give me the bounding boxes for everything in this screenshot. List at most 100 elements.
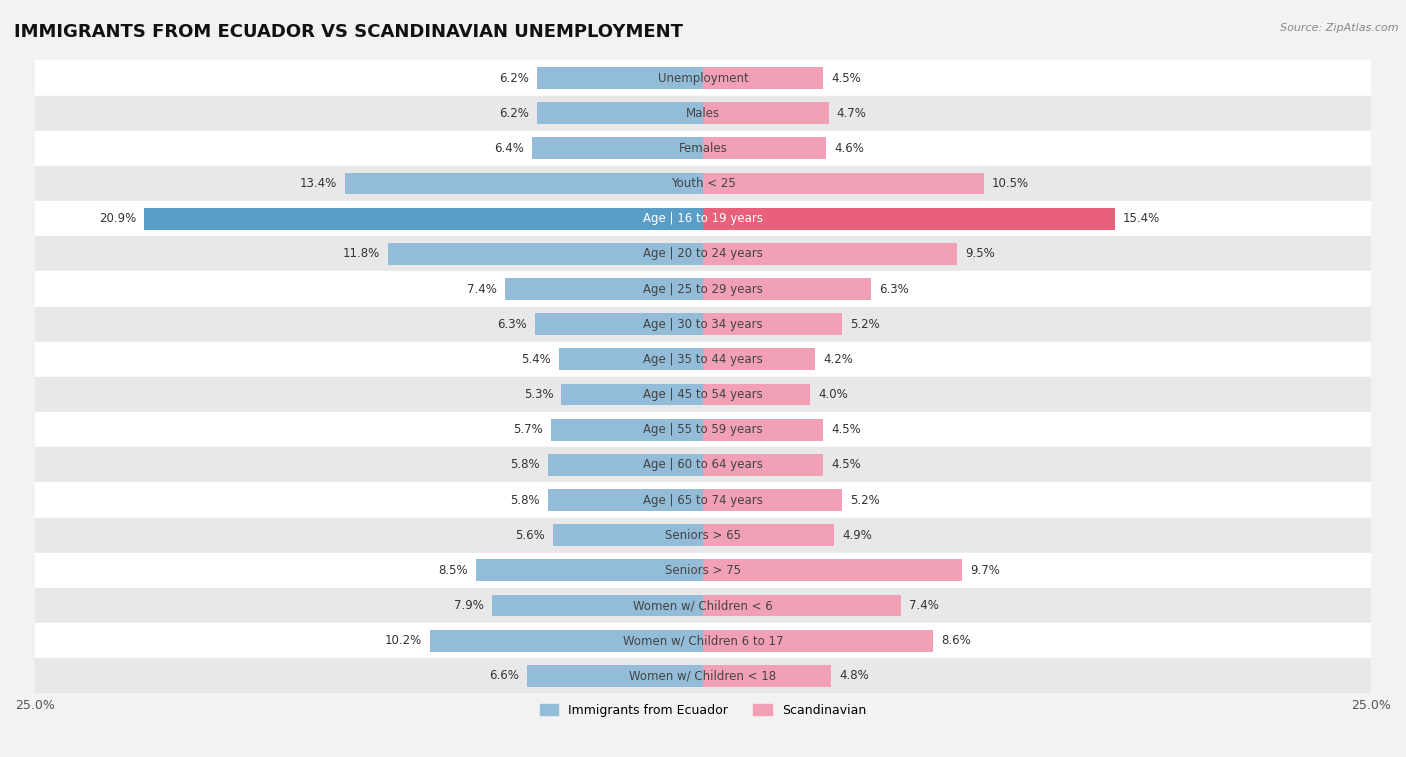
Bar (703, 243, 957, 265)
Bar (703, 419, 824, 441)
Text: 7.9%: 7.9% (454, 599, 484, 612)
Bar (35, 623, 1371, 659)
Text: 4.5%: 4.5% (831, 423, 860, 436)
Bar (537, 102, 703, 124)
Bar (534, 313, 703, 335)
Bar (35, 131, 1371, 166)
Bar (703, 489, 842, 511)
Text: 20.9%: 20.9% (100, 212, 136, 225)
Text: 4.5%: 4.5% (831, 459, 860, 472)
Text: 7.4%: 7.4% (467, 282, 498, 295)
Bar (35, 447, 1371, 482)
Text: IMMIGRANTS FROM ECUADOR VS SCANDINAVIAN UNEMPLOYMENT: IMMIGRANTS FROM ECUADOR VS SCANDINAVIAN … (14, 23, 683, 41)
Bar (35, 236, 1371, 272)
Text: Age | 35 to 44 years: Age | 35 to 44 years (643, 353, 763, 366)
Bar (703, 67, 824, 89)
Bar (703, 313, 842, 335)
Bar (492, 595, 703, 616)
Text: Women w/ Children < 18: Women w/ Children < 18 (630, 669, 776, 682)
Text: Males: Males (686, 107, 720, 120)
Text: 10.5%: 10.5% (991, 177, 1029, 190)
Text: 6.3%: 6.3% (879, 282, 910, 295)
Bar (548, 489, 703, 511)
Text: Age | 65 to 74 years: Age | 65 to 74 years (643, 494, 763, 506)
Text: Age | 16 to 19 years: Age | 16 to 19 years (643, 212, 763, 225)
Text: 6.4%: 6.4% (494, 142, 524, 155)
Bar (35, 377, 1371, 412)
Bar (505, 278, 703, 300)
Text: 9.5%: 9.5% (965, 248, 994, 260)
Text: 9.7%: 9.7% (970, 564, 1000, 577)
Legend: Immigrants from Ecuador, Scandinavian: Immigrants from Ecuador, Scandinavian (534, 699, 872, 722)
Text: Unemployment: Unemployment (658, 71, 748, 85)
Bar (703, 173, 984, 195)
Bar (35, 518, 1371, 553)
Text: Age | 30 to 34 years: Age | 30 to 34 years (643, 318, 763, 331)
Bar (548, 454, 703, 476)
Text: 4.7%: 4.7% (837, 107, 866, 120)
Text: 5.3%: 5.3% (523, 388, 554, 401)
Text: 6.2%: 6.2% (499, 71, 529, 85)
Text: Age | 25 to 29 years: Age | 25 to 29 years (643, 282, 763, 295)
Bar (703, 595, 901, 616)
Bar (388, 243, 703, 265)
Bar (344, 173, 703, 195)
Bar (554, 525, 703, 546)
Text: 5.7%: 5.7% (513, 423, 543, 436)
Text: 5.2%: 5.2% (851, 494, 880, 506)
Bar (430, 630, 703, 652)
Bar (35, 307, 1371, 341)
Text: 6.2%: 6.2% (499, 107, 529, 120)
Text: 4.5%: 4.5% (831, 71, 860, 85)
Bar (35, 272, 1371, 307)
Bar (35, 412, 1371, 447)
Text: 5.2%: 5.2% (851, 318, 880, 331)
Text: Source: ZipAtlas.com: Source: ZipAtlas.com (1281, 23, 1399, 33)
Bar (531, 138, 703, 159)
Bar (475, 559, 703, 581)
Text: Age | 20 to 24 years: Age | 20 to 24 years (643, 248, 763, 260)
Bar (35, 61, 1371, 95)
Bar (703, 559, 962, 581)
Text: 6.3%: 6.3% (496, 318, 527, 331)
Bar (35, 553, 1371, 588)
Bar (551, 419, 703, 441)
Text: Age | 60 to 64 years: Age | 60 to 64 years (643, 459, 763, 472)
Text: 5.4%: 5.4% (522, 353, 551, 366)
Bar (703, 454, 824, 476)
Text: Age | 55 to 59 years: Age | 55 to 59 years (643, 423, 763, 436)
Text: 4.2%: 4.2% (824, 353, 853, 366)
Bar (35, 201, 1371, 236)
Text: 13.4%: 13.4% (299, 177, 337, 190)
Bar (35, 659, 1371, 693)
Text: 10.2%: 10.2% (385, 634, 422, 647)
Text: Women w/ Children 6 to 17: Women w/ Children 6 to 17 (623, 634, 783, 647)
Bar (703, 102, 828, 124)
Text: Seniors > 75: Seniors > 75 (665, 564, 741, 577)
Text: Females: Females (679, 142, 727, 155)
Text: 11.8%: 11.8% (343, 248, 380, 260)
Bar (703, 348, 815, 370)
Bar (703, 278, 872, 300)
Text: 4.6%: 4.6% (834, 142, 863, 155)
Text: Age | 45 to 54 years: Age | 45 to 54 years (643, 388, 763, 401)
Bar (527, 665, 703, 687)
Text: Seniors > 65: Seniors > 65 (665, 528, 741, 542)
Text: 7.4%: 7.4% (908, 599, 939, 612)
Text: 15.4%: 15.4% (1122, 212, 1160, 225)
Text: 4.9%: 4.9% (842, 528, 872, 542)
Bar (703, 207, 1115, 229)
Text: 8.5%: 8.5% (439, 564, 468, 577)
Bar (558, 348, 703, 370)
Bar (561, 384, 703, 406)
Bar (35, 482, 1371, 518)
Text: 5.8%: 5.8% (510, 459, 540, 472)
Text: 8.6%: 8.6% (941, 634, 970, 647)
Text: 5.8%: 5.8% (510, 494, 540, 506)
Bar (145, 207, 703, 229)
Text: 5.6%: 5.6% (516, 528, 546, 542)
Bar (703, 665, 831, 687)
Text: Women w/ Children < 6: Women w/ Children < 6 (633, 599, 773, 612)
Bar (35, 588, 1371, 623)
Bar (35, 166, 1371, 201)
